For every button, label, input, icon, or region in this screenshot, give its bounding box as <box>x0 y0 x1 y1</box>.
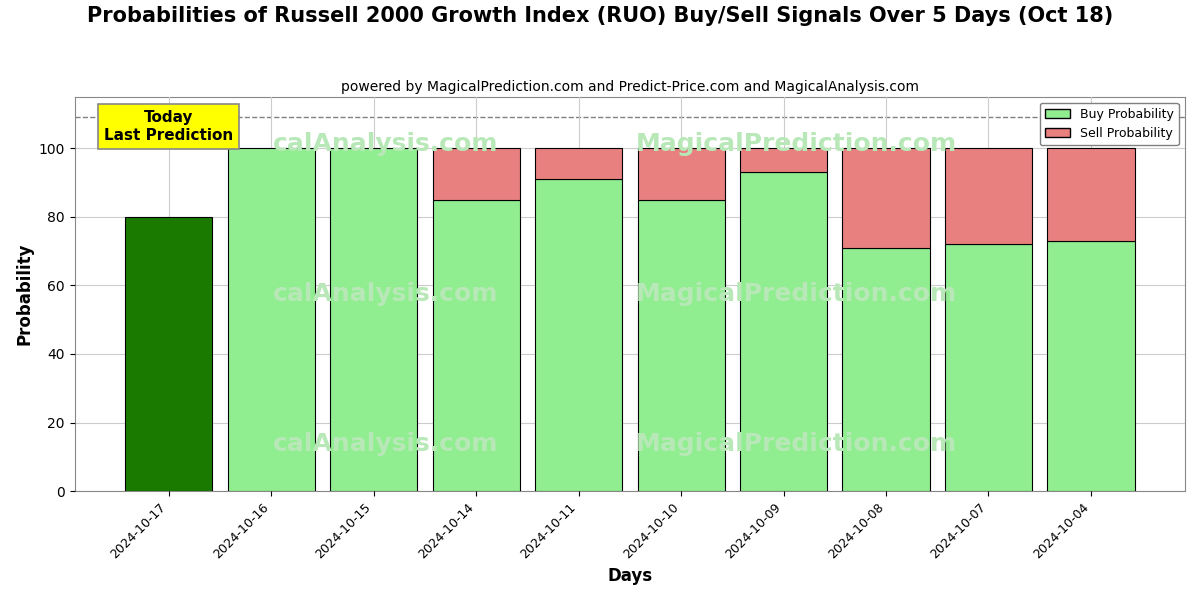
Title: powered by MagicalPrediction.com and Predict-Price.com and MagicalAnalysis.com: powered by MagicalPrediction.com and Pre… <box>341 80 919 94</box>
Bar <box>740 148 827 172</box>
Bar <box>1048 241 1134 491</box>
Text: MagicalPrediction.com: MagicalPrediction.com <box>636 282 958 306</box>
Bar <box>740 172 827 491</box>
Bar <box>637 200 725 491</box>
Text: Today
Last Prediction: Today Last Prediction <box>104 110 233 143</box>
Text: calAnalysis.com: calAnalysis.com <box>272 282 498 306</box>
Bar <box>842 248 930 491</box>
Text: MagicalPrediction.com: MagicalPrediction.com <box>636 432 958 456</box>
Bar <box>330 148 418 491</box>
Text: Probabilities of Russell 2000 Growth Index (RUO) Buy/Sell Signals Over 5 Days (O: Probabilities of Russell 2000 Growth Ind… <box>86 6 1114 26</box>
Text: calAnalysis.com: calAnalysis.com <box>272 432 498 456</box>
Bar <box>842 148 930 248</box>
Bar <box>637 148 725 200</box>
Bar <box>432 200 520 491</box>
Bar <box>944 148 1032 244</box>
Bar <box>535 179 622 491</box>
X-axis label: Days: Days <box>607 567 653 585</box>
Bar <box>1048 148 1134 241</box>
Bar <box>228 148 314 491</box>
Legend: Buy Probability, Sell Probability: Buy Probability, Sell Probability <box>1040 103 1178 145</box>
Bar <box>125 217 212 491</box>
Bar <box>432 148 520 200</box>
Bar <box>944 244 1032 491</box>
Text: MagicalPrediction.com: MagicalPrediction.com <box>636 132 958 156</box>
Bar <box>535 148 622 179</box>
Y-axis label: Probability: Probability <box>16 242 34 345</box>
Text: calAnalysis.com: calAnalysis.com <box>272 132 498 156</box>
